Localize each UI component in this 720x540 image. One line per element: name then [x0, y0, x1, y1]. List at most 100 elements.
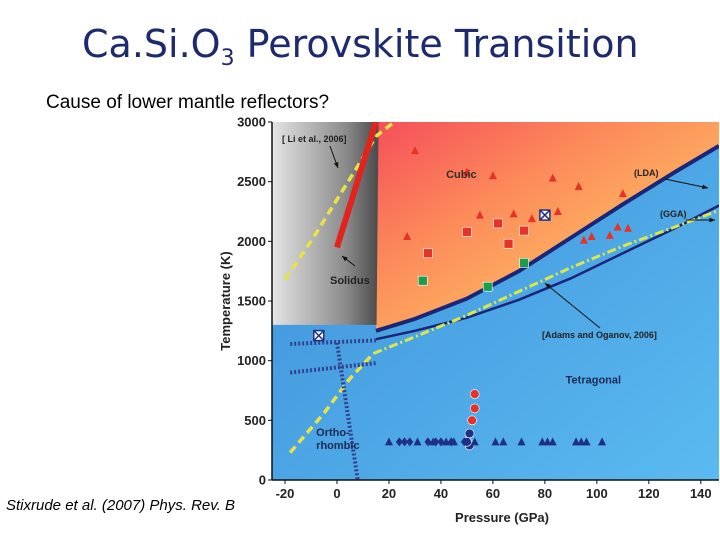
phase-diagram-chart: -20 0 20 40 60 80 100 120 140 0 500 1000 1500 2000 250… [218, 116, 719, 525]
marker-blue-diamonds-4 [424, 437, 432, 447]
marker-cubic-triangles-12 [587, 232, 596, 241]
slide-title-subscript: 3 [220, 46, 235, 71]
marker-green-squares-2 [482, 281, 493, 292]
marker-green-squares-3 [519, 258, 529, 268]
marker-blue-triangles-1 [384, 437, 393, 446]
marker-blue-triangles-5 [449, 437, 458, 446]
marker-blue-triangles-16 [598, 437, 607, 446]
arrow-gga-head [709, 217, 715, 223]
marker-cubic-triangles-1 [403, 232, 412, 241]
boundary-li-et-al- [283, 122, 396, 281]
marker-cubic-squares-1 [423, 248, 433, 259]
marker-blue-triangles-8 [499, 437, 508, 446]
solidus-line [334, 122, 379, 249]
marker-cubic-triangles-13 [605, 230, 614, 239]
marker-cubic-triangles-10 [574, 181, 583, 190]
y-tick-label-3: 1000 [237, 353, 266, 368]
y-tick-label-5: 2000 [237, 234, 266, 249]
marker-blue-diamonds-3 [406, 437, 414, 447]
marker-red-circles-2 [469, 403, 480, 414]
marker-cubic-squares-4 [503, 238, 514, 249]
marker-blue-triangles-7 [491, 437, 500, 446]
arrow-li-head [333, 162, 339, 168]
arrow-solidus-head [342, 256, 348, 262]
x-tick-label-4: 40 [434, 486, 448, 501]
x-axis-label: Pressure (GPa) [455, 510, 549, 525]
marker-cubic-squares-5 [519, 225, 529, 236]
field-label-ortho-1: Ortho- [316, 427, 350, 439]
marker-blue-diamonds-8 [460, 437, 468, 447]
marker-crossed-squares-1 [313, 329, 325, 342]
field-label-cubic: Cubic [446, 169, 477, 181]
orthorhombic-boundary-3 [334, 342, 360, 480]
marker-blue-triangles-10 [538, 437, 547, 446]
arrow-lda-head [702, 184, 708, 190]
x-tick-label-9: 140 [690, 486, 712, 501]
slide-title: Ca.Si.O3 Perovskite Transition [82, 22, 639, 71]
field-solid-gray [272, 122, 379, 325]
x-tick-label-7: 100 [586, 486, 608, 501]
slide-title-main: Ca.Si.O [82, 22, 221, 66]
boundary-gga [375, 204, 719, 341]
annotation-solidus: Solidus [330, 275, 370, 287]
marker-cubic-triangles-3 [462, 167, 471, 176]
marker-cubic-triangles-2 [410, 146, 419, 155]
boundary-adams-and-oganov [372, 208, 719, 355]
marker-blue-triangles-3 [429, 437, 438, 446]
annotation-lda: (LDA) [634, 168, 659, 178]
boundary-lda [375, 144, 719, 333]
marker-red-circles-1 [469, 389, 480, 399]
x-tick-label-2: 0 [333, 486, 340, 501]
field-label-ortho-2: rhombic [316, 440, 359, 452]
marker-blue-triangles-4 [442, 437, 451, 446]
x-tick-label-6: 80 [538, 486, 552, 501]
arrow-adams-head [544, 283, 551, 289]
marker-cubic-triangles-6 [509, 209, 518, 218]
marker-blue-triangles-12 [548, 437, 557, 446]
x-tick-label-5: 60 [486, 486, 500, 501]
citation: Stixrude et al. (2007) Phys. Rev. B [6, 497, 235, 514]
marker-blue-triangles-14 [577, 437, 586, 446]
marker-blue-diamonds-1 [395, 437, 403, 447]
x-tick-label-3: 20 [382, 486, 396, 501]
marker-blue-triangles-9 [517, 437, 526, 446]
marker-cubic-squares-2 [462, 226, 472, 237]
marker-crossed-squares-2 [539, 209, 551, 221]
marker-crossed-squares-2-cross-b [539, 209, 551, 221]
marker-cubic-triangles-5 [488, 171, 497, 180]
y-tick-label-2: 500 [244, 413, 266, 428]
marker-cubic-triangles-16 [624, 223, 633, 232]
marker-cubic-triangles-11 [579, 235, 588, 244]
marker-blue-triangles-2 [413, 437, 422, 446]
slide-title-rest: Perovskite Transition [234, 22, 639, 66]
marker-cubic-triangles-8 [548, 173, 557, 182]
marker-blue-triangles-15 [582, 437, 591, 446]
marker-cubic-squares-3 [493, 218, 503, 229]
marker-red-circles-3 [467, 415, 477, 426]
field-label-tetragonal: Tetragonal [566, 374, 621, 386]
marker-blue-triangles-13 [572, 437, 581, 446]
marker-cubic-triangles-9 [553, 207, 562, 215]
annotation-adams: [Adams and Oganov, 2006] [542, 330, 657, 340]
y-tick-label-7: 3000 [237, 116, 266, 130]
marker-blue-diamonds-2 [401, 437, 409, 447]
slide-subtitle: Cause of lower mantle reflectors? [46, 92, 330, 113]
marker-blue-circles-1 [464, 428, 475, 439]
marker-cubic-triangles-15 [618, 189, 627, 198]
x-tick-label-1: -20 [276, 486, 295, 501]
y-tick-label-6: 2500 [237, 174, 266, 189]
marker-blue-triangles-11 [543, 437, 552, 446]
y-tick-label-4: 1500 [237, 294, 266, 309]
marker-cubic-triangles-4 [475, 210, 484, 219]
marker-cubic-triangles-7 [527, 214, 536, 223]
marker-blue-triangles-6 [470, 437, 479, 446]
marker-green-squares-1 [417, 275, 428, 286]
marker-cubic-triangles-14 [613, 222, 622, 231]
y-tick-label-1: 0 [259, 473, 266, 488]
annotation-li: [ Li et al., 2006] [282, 134, 347, 144]
arrow-adams [544, 282, 601, 329]
x-tick-label-8: 120 [638, 486, 660, 501]
y-axis-label: Temperature (K) [218, 251, 233, 350]
marker-blue-diamonds-6 [437, 437, 445, 447]
annotation-gga: (GGA) [660, 209, 687, 219]
